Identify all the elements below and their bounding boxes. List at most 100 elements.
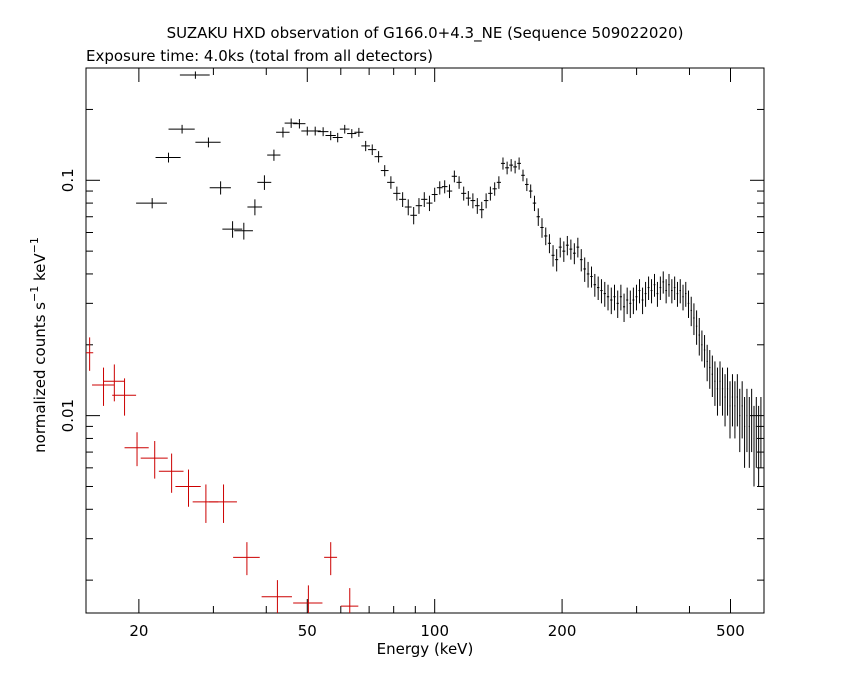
y-axis-label-exp1: −1 bbox=[28, 286, 41, 302]
data-point bbox=[671, 279, 673, 304]
data-point bbox=[709, 350, 711, 389]
data-point bbox=[521, 169, 525, 182]
data-point bbox=[726, 367, 729, 416]
data-point bbox=[195, 137, 221, 148]
data-point bbox=[393, 186, 401, 201]
data-point bbox=[284, 118, 298, 128]
data-point bbox=[192, 484, 219, 523]
data-point bbox=[676, 281, 679, 307]
data-point bbox=[209, 484, 237, 523]
y-axis: 0.01 0.1 bbox=[59, 108, 764, 581]
data-point bbox=[721, 367, 724, 416]
data-point bbox=[267, 149, 281, 161]
data-point bbox=[572, 243, 576, 265]
x-axis-label: Energy (keV) bbox=[377, 640, 474, 658]
data-point bbox=[635, 284, 638, 311]
data-point bbox=[706, 344, 708, 382]
data-point bbox=[656, 281, 659, 307]
data-point bbox=[753, 405, 755, 487]
data-point bbox=[536, 208, 540, 226]
data-point bbox=[576, 237, 580, 258]
data-point bbox=[431, 187, 438, 202]
y-axis-label: normalized counts s−1 keV−1 bbox=[28, 237, 49, 453]
data-point bbox=[222, 221, 243, 238]
data-point bbox=[361, 140, 370, 152]
data-point bbox=[451, 170, 457, 183]
data-point bbox=[257, 175, 272, 190]
data-point bbox=[347, 129, 357, 139]
data-point bbox=[234, 222, 253, 240]
data-point bbox=[714, 361, 716, 406]
data-point bbox=[593, 273, 597, 297]
data-point bbox=[736, 374, 738, 427]
data-point bbox=[528, 184, 533, 199]
series-black bbox=[136, 71, 762, 487]
data-point bbox=[332, 132, 343, 143]
plot-frame bbox=[85, 67, 765, 614]
data-point bbox=[233, 542, 260, 576]
data-point bbox=[124, 432, 149, 467]
data-point bbox=[569, 239, 573, 260]
data-point bbox=[488, 186, 493, 201]
x-tick-label: 20 bbox=[129, 622, 148, 640]
data-point bbox=[525, 178, 529, 192]
data-point bbox=[492, 182, 497, 196]
data-point bbox=[86, 337, 94, 371]
data-point bbox=[698, 317, 700, 356]
data-point bbox=[158, 453, 184, 493]
chart-subtitle: Exposure time: 4.0ks (total from all det… bbox=[86, 47, 433, 65]
data-point bbox=[168, 124, 195, 134]
y-axis-label-main: normalized counts s bbox=[31, 302, 49, 453]
data-point bbox=[103, 364, 125, 402]
data-point bbox=[629, 290, 632, 318]
data-point bbox=[579, 249, 583, 272]
y-tick-label: 0.01 bbox=[59, 399, 77, 432]
y-tick-label: 0.1 bbox=[59, 168, 77, 192]
data-point bbox=[583, 257, 587, 282]
data-point bbox=[456, 176, 462, 189]
data-point bbox=[711, 355, 713, 397]
data-point bbox=[731, 374, 734, 427]
data-point bbox=[325, 130, 336, 141]
data-point bbox=[653, 273, 656, 297]
data-point bbox=[623, 293, 626, 322]
data-point bbox=[632, 287, 635, 315]
data-point bbox=[638, 279, 641, 304]
data-point bbox=[436, 181, 443, 195]
data-point bbox=[461, 186, 467, 201]
y-axis-label-mid: keV bbox=[31, 253, 49, 286]
data-point bbox=[92, 367, 115, 406]
data-point bbox=[565, 235, 569, 256]
data-point bbox=[555, 249, 559, 272]
data-point bbox=[685, 281, 687, 307]
data-point bbox=[368, 144, 377, 156]
series-red bbox=[86, 337, 359, 613]
data-point bbox=[665, 279, 667, 304]
data-point bbox=[339, 124, 350, 134]
data-point bbox=[136, 198, 167, 209]
data-point bbox=[513, 160, 518, 174]
data-point bbox=[179, 71, 210, 79]
data-point bbox=[175, 469, 201, 507]
data-point bbox=[739, 388, 741, 453]
data-point bbox=[474, 198, 480, 214]
data-point bbox=[441, 180, 448, 194]
data-point bbox=[644, 281, 647, 307]
data-point bbox=[140, 441, 168, 479]
data-point bbox=[741, 381, 743, 439]
data-point bbox=[760, 396, 762, 468]
data-point bbox=[703, 335, 706, 368]
data-point bbox=[590, 266, 593, 288]
data-point bbox=[701, 330, 703, 362]
data-point bbox=[586, 261, 590, 288]
data-point bbox=[540, 218, 544, 238]
data-point bbox=[746, 388, 748, 453]
data-point bbox=[562, 241, 566, 262]
data-point bbox=[558, 237, 562, 258]
data-point bbox=[387, 176, 395, 189]
data-point bbox=[613, 284, 616, 311]
data-point bbox=[309, 126, 321, 136]
x-axis: 20 50 100 200 500 bbox=[129, 68, 765, 640]
data-point bbox=[354, 127, 364, 137]
data-point bbox=[340, 588, 359, 613]
